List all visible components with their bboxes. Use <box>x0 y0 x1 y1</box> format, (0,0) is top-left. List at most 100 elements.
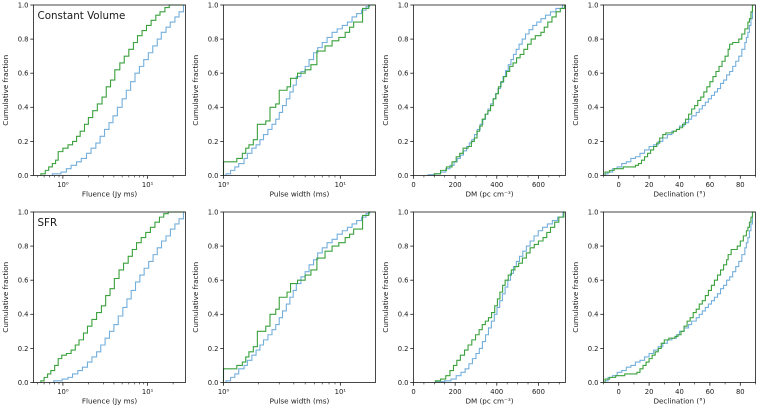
cdf-curve-blue <box>427 4 566 176</box>
y-axis-label: Cumulative fraction <box>381 262 390 333</box>
y-tick-label: 0.8 <box>398 36 409 44</box>
x-tick-label: 600 <box>532 181 545 189</box>
cdf-curve-green <box>604 211 756 383</box>
x-tick-label: 10⁰ <box>218 181 230 189</box>
y-tick-label: 0.0 <box>588 379 599 387</box>
cdf-curve-blue <box>51 4 186 176</box>
y-axis-label: Cumulative fraction <box>571 55 580 126</box>
x-axis-label: Declination (°) <box>653 190 705 199</box>
x-tick-label: 80 <box>736 181 745 189</box>
y-tick-label: 0.6 <box>208 277 219 285</box>
cdf-curve-green <box>40 211 186 383</box>
chart-cv-declination: 0.0 0.2 0.4 0.6 0.8 1.0 0 20 40 60 80 Declination (… <box>571 1 756 199</box>
cdf-curve-blue <box>604 211 756 383</box>
x-axis-label: Pulse width (ms) <box>270 190 330 199</box>
cdf-curve-green <box>434 211 566 383</box>
y-tick-label: 1.0 <box>208 208 219 216</box>
x-tick-label: 60 <box>706 388 715 396</box>
x-tick-label: 40 <box>675 388 684 396</box>
y-tick-label: 0.0 <box>18 379 29 387</box>
y-tick-label: 0.0 <box>398 379 409 387</box>
x-tick-label: 20 <box>645 181 654 189</box>
panel-sfr-fluence: 0.0 0.2 0.4 0.6 0.8 1.0 10⁰ 10¹ Fluence (Jy ms) C… <box>0 207 190 414</box>
y-tick-label: 0.2 <box>18 345 29 353</box>
y-tick-label: 0.2 <box>398 138 409 146</box>
x-tick-label: 80 <box>736 388 745 396</box>
cdf-curve-blue <box>53 211 186 383</box>
model-annotation: SFR <box>38 217 58 229</box>
panel-sfr-declination: 0.0 0.2 0.4 0.6 0.8 1.0 0 20 40 60 80 Declination (… <box>570 207 760 414</box>
y-tick-label: 1.0 <box>588 208 599 216</box>
axes-box <box>413 211 566 383</box>
y-tick-label: 0.4 <box>208 104 219 112</box>
panel-sfr-pulse-width: 0.0 0.2 0.4 0.6 0.8 1.0 10⁰ 10¹ Pulse width (ms)… <box>190 207 380 414</box>
cdf-curve-green <box>433 4 566 176</box>
y-tick-label: 0.4 <box>398 104 409 112</box>
x-axis-label: Fluence (Jy ms) <box>82 397 138 406</box>
x-axis-label: DM (pc cm⁻³) <box>465 397 513 406</box>
x-tick-label: 10¹ <box>142 388 154 396</box>
axes-box <box>603 4 756 176</box>
x-tick-label: 0 <box>617 388 621 396</box>
y-tick-label: 0.6 <box>208 70 219 78</box>
y-tick-label: 0.4 <box>18 311 29 319</box>
x-tick-label: 10⁰ <box>57 388 69 396</box>
y-tick-label: 0.4 <box>208 311 219 319</box>
chart-sfr-pulse-width: 0.0 0.2 0.4 0.6 0.8 1.0 10⁰ 10¹ Pulse width (ms)… <box>191 208 376 406</box>
x-tick-label: 10¹ <box>142 181 154 189</box>
y-tick-label: 1.0 <box>18 1 29 9</box>
axes-box <box>223 4 376 176</box>
x-tick-label: 10¹ <box>335 388 347 396</box>
x-axis-label: Declination (°) <box>653 397 705 406</box>
cdf-curve-blue <box>604 4 756 176</box>
y-axis-label: Cumulative fraction <box>1 262 10 333</box>
chart-sfr-dm: 0.0 0.2 0.4 0.6 0.8 1.0 0 200 400 600 DM (pc cm⁻³)… <box>381 208 566 406</box>
x-tick-label: 400 <box>490 181 503 189</box>
y-tick-label: 0.8 <box>18 243 29 251</box>
cdf-curve-blue <box>225 211 376 383</box>
chart-cv-dm: 0.0 0.2 0.4 0.6 0.8 1.0 0 200 400 600 DM (pc cm⁻³)… <box>381 1 566 199</box>
y-tick-label: 0.4 <box>18 104 29 112</box>
y-tick-label: 0.2 <box>208 345 219 353</box>
chart-sfr-declination: 0.0 0.2 0.4 0.6 0.8 1.0 0 20 40 60 80 Declination (… <box>571 208 756 406</box>
y-tick-label: 0.2 <box>208 138 219 146</box>
x-tick-label: 40 <box>675 181 684 189</box>
y-tick-label: 0.6 <box>588 70 599 78</box>
y-tick-label: 0.8 <box>208 243 219 251</box>
y-axis-label: Cumulative fraction <box>571 262 580 333</box>
y-tick-label: 0.8 <box>208 36 219 44</box>
axes-box <box>33 211 186 383</box>
y-tick-label: 0.4 <box>398 311 409 319</box>
x-tick-label: 60 <box>706 181 715 189</box>
x-tick-label: 10¹ <box>335 181 347 189</box>
y-tick-label: 0.0 <box>398 172 409 180</box>
x-axis-label: Pulse width (ms) <box>270 397 330 406</box>
x-axis-label: Fluence (Jy ms) <box>82 190 138 199</box>
y-tick-label: 1.0 <box>208 1 219 9</box>
y-axis-label: Cumulative fraction <box>191 262 200 333</box>
cdf-curve-green <box>40 4 186 176</box>
cdf-curve-green <box>222 211 376 383</box>
y-tick-label: 0.8 <box>588 36 599 44</box>
y-tick-label: 0.2 <box>18 138 29 146</box>
panel-cv-dm: 0.0 0.2 0.4 0.6 0.8 1.0 0 200 400 600 DM (pc cm⁻³)… <box>380 0 570 207</box>
y-tick-label: 0.2 <box>588 345 599 353</box>
axes-box <box>413 4 566 176</box>
axes-box <box>603 211 756 383</box>
y-tick-label: 0.6 <box>18 277 29 285</box>
x-tick-label: 10⁰ <box>218 388 230 396</box>
y-axis-label: Cumulative fraction <box>191 55 200 126</box>
cdf-curve-green <box>604 4 756 176</box>
chart-cv-fluence: 0.0 0.2 0.4 0.6 0.8 1.0 10⁰ 10¹ Fluence (Jy ms) C… <box>1 1 186 199</box>
y-tick-label: 0.2 <box>588 138 599 146</box>
y-tick-label: 1.0 <box>588 1 599 9</box>
y-tick-label: 0.0 <box>588 172 599 180</box>
y-tick-label: 0.4 <box>588 311 599 319</box>
y-tick-label: 0.6 <box>398 277 409 285</box>
model-annotation: Constant Volume <box>38 10 126 22</box>
y-tick-label: 0.0 <box>208 379 219 387</box>
y-tick-label: 0.8 <box>398 243 409 251</box>
x-tick-label: 10⁰ <box>57 181 69 189</box>
y-tick-label: 1.0 <box>398 1 409 9</box>
